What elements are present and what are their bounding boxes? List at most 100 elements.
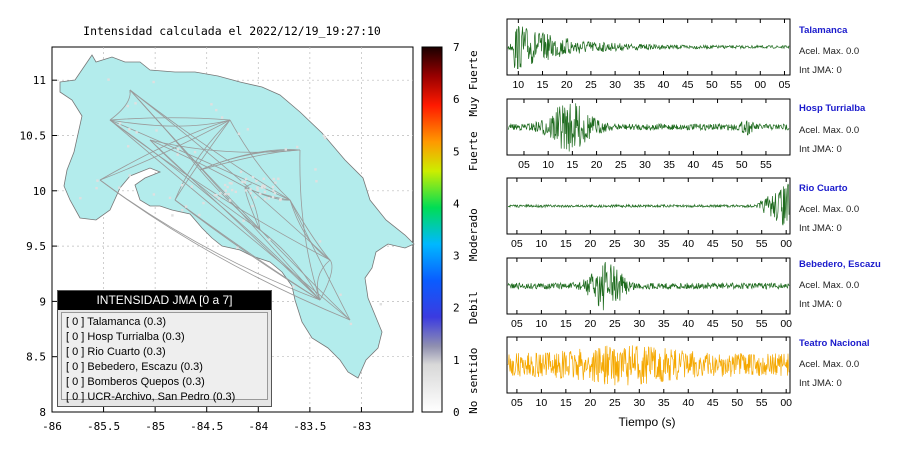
road-line xyxy=(149,139,246,188)
town-marker xyxy=(127,145,130,148)
trace-tick-label: 25 xyxy=(585,79,597,91)
colorbar-tick-label: 4 xyxy=(453,197,460,210)
town-marker xyxy=(284,148,287,151)
trace-tick-label: 55 xyxy=(756,397,768,409)
road-line xyxy=(109,117,231,121)
town-marker xyxy=(379,303,383,306)
trace-tick-label: 55 xyxy=(756,318,768,330)
town-marker xyxy=(255,179,258,183)
road-line xyxy=(109,119,321,301)
town-marker xyxy=(318,240,322,243)
town-marker xyxy=(277,177,280,180)
trace-panel: 05 10 15 20 25 30 35 40 45 50 55 00 xyxy=(506,336,792,409)
legend-row: [ 0 ] UCR-Archivo, San Pedro (0.3) xyxy=(66,391,236,403)
trace-tick-label: 15 xyxy=(567,159,579,171)
town-marker xyxy=(198,213,201,217)
colorbar-tick-label: 6 xyxy=(453,93,460,106)
seismic-waveform xyxy=(507,183,790,226)
map-x-tick-label: -85 xyxy=(145,420,165,433)
trace-tick-label: 50 xyxy=(731,238,743,250)
road-line xyxy=(174,119,231,201)
trace-tick-label: 30 xyxy=(633,318,645,330)
costa-rica-land xyxy=(59,54,415,379)
town-marker xyxy=(128,128,131,131)
town-marker xyxy=(224,189,228,192)
town-marker xyxy=(254,196,257,199)
colorbar-tick-label: 7 xyxy=(453,41,460,54)
trace-tick-label: 10 xyxy=(542,159,554,171)
trace-tick-label: 55 xyxy=(760,159,772,171)
town-marker xyxy=(215,108,218,112)
colorbar-label: No sentido xyxy=(467,348,480,414)
seismic-waveform xyxy=(507,25,790,69)
town-marker xyxy=(314,168,317,171)
road-network xyxy=(99,89,351,321)
trace-tick-label: 50 xyxy=(736,159,748,171)
town-marker xyxy=(242,219,245,222)
time-axis-label: Tiempo (s) xyxy=(619,415,676,429)
road-line xyxy=(229,119,291,201)
trace-tick-label: 20 xyxy=(584,397,596,409)
town-marker xyxy=(168,196,172,200)
colorbar-label: Moderado xyxy=(467,208,480,261)
town-marker xyxy=(263,184,266,188)
trace-tick-label: 35 xyxy=(658,397,670,409)
trace-panel: 05 10 15 20 25 30 35 40 45 50 55 00 xyxy=(506,257,792,330)
town-marker xyxy=(135,131,138,134)
town-marker xyxy=(226,185,229,189)
town-marker xyxy=(184,205,188,208)
road-line xyxy=(199,169,261,231)
town-marker xyxy=(224,192,227,196)
colorbar-tick-label: 2 xyxy=(453,302,460,315)
colorbar xyxy=(421,46,443,413)
map-y-tick-label: 9 xyxy=(39,295,46,308)
trace-tick-label: 25 xyxy=(609,238,621,250)
town-marker xyxy=(261,184,264,187)
road-line xyxy=(289,199,331,261)
colorbar-ticks: 7 6 5 4 3 2 1 0 xyxy=(453,41,460,419)
town-marker xyxy=(315,180,318,183)
seismic-waveform xyxy=(507,103,790,152)
map-x-tick-label: -86 xyxy=(42,420,62,433)
trace-tick-label: 30 xyxy=(633,397,645,409)
trace-tick-label: 40 xyxy=(682,318,694,330)
trace-tick-label: 15 xyxy=(537,79,549,91)
town-marker xyxy=(152,80,155,84)
road-line xyxy=(149,139,261,231)
town-marker xyxy=(228,181,232,185)
town-marker xyxy=(267,197,271,200)
map-y-tick-label: 8.5 xyxy=(26,351,46,364)
station-acel-label: Acel. Max. 0.0 xyxy=(799,125,860,136)
trace-tick-label: 05 xyxy=(518,159,530,171)
town-marker xyxy=(237,132,241,135)
trace-tick-label: 15 xyxy=(560,318,572,330)
road-line xyxy=(99,119,231,181)
town-marker xyxy=(262,177,265,180)
town-marker xyxy=(193,150,197,154)
town-marker xyxy=(155,129,158,132)
station-jma-label: Int JMA: 0 xyxy=(799,65,842,76)
station-jma-label: Int JMA: 0 xyxy=(799,378,842,389)
town-marker xyxy=(180,184,184,187)
road-line xyxy=(259,229,321,301)
colorbar-tick-label: 3 xyxy=(453,250,460,263)
station-acel-label: Acel. Max. 0.0 xyxy=(799,46,860,57)
map-x-tick-label: -83.5 xyxy=(293,420,326,433)
road-line xyxy=(289,199,331,261)
trace-tick-label: 10 xyxy=(536,397,548,409)
town-marker xyxy=(259,192,262,196)
town-marker xyxy=(268,238,271,241)
trace-tick-label: 55 xyxy=(730,79,742,91)
town-marker xyxy=(227,193,230,196)
trace-tick-label: 50 xyxy=(731,397,743,409)
town-marker xyxy=(272,177,275,181)
town-marker xyxy=(215,194,218,197)
town-marker xyxy=(244,177,248,181)
town-marker xyxy=(118,186,121,189)
trace-tick-label: 45 xyxy=(707,397,719,409)
trace-tick-label: 45 xyxy=(707,238,719,250)
station-name-label: Teatro Nacional xyxy=(799,338,870,349)
legend-row: [ 0 ] Talamanca (0.3) xyxy=(66,316,167,328)
town-marker xyxy=(249,188,252,191)
